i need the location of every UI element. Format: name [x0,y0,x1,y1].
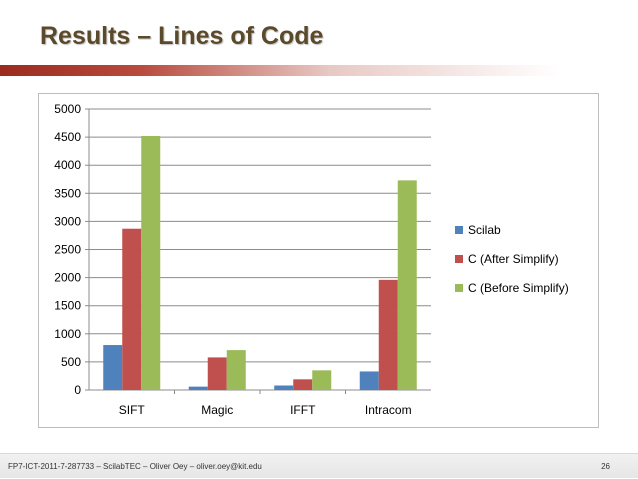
bar-c-before-simplify [226,350,246,390]
legend-swatch [455,284,463,292]
y-tick-label: 1000 [54,327,81,341]
footer-text: FP7-ICT-2011-7-287733 – ScilabTEC – Oliv… [8,462,262,471]
bar-c-after-simplify [378,279,398,390]
x-tick-label: SIFT [119,403,146,417]
y-tick-label: 500 [61,355,81,369]
bar-scilab [103,345,123,390]
legend-swatch [455,255,463,263]
bar-scilab [274,385,294,390]
bar-c-before-simplify [141,135,161,390]
slide-title: Results – Lines of Code [40,22,324,50]
bar-c-before-simplify [397,180,417,390]
bar-c-after-simplify [293,379,313,390]
legend-label: Scilab [468,223,501,237]
footer: FP7-ICT-2011-7-287733 – ScilabTEC – Oliv… [0,453,638,478]
x-tick-label: IFFT [290,403,316,417]
x-tick-label: Magic [201,403,233,417]
bar-scilab [359,371,379,390]
y-tick-label: 2000 [54,271,81,285]
y-tick-label: 4500 [54,130,81,144]
chart-frame: 0 500 1000 1500 2000 2500 3000 3500 4000 4500 5000… [38,93,599,428]
bar-scilab [188,386,208,390]
y-tick-label: 1500 [54,299,81,313]
x-tick-label: Intracom [365,403,412,417]
legend-swatch [455,226,463,234]
y-tick-label: 0 [74,383,81,397]
y-tick-label: 4000 [54,158,81,172]
legend-label: C (Before Simplify) [468,281,569,295]
y-tick-label: 3000 [54,214,81,228]
title-accent-bar [0,65,638,76]
legend-label: C (After Simplify) [468,252,559,266]
bar-c-after-simplify [122,228,142,390]
y-tick-label: 5000 [54,102,81,116]
bar-c-after-simplify [207,357,227,390]
y-tick-label: 3500 [54,186,81,200]
page-number: 26 [601,462,610,471]
y-tick-label: 2500 [54,243,81,257]
bar-c-before-simplify [312,370,332,390]
bar-chart: 0 500 1000 1500 2000 2500 3000 3500 4000 4500 5000… [54,102,569,417]
